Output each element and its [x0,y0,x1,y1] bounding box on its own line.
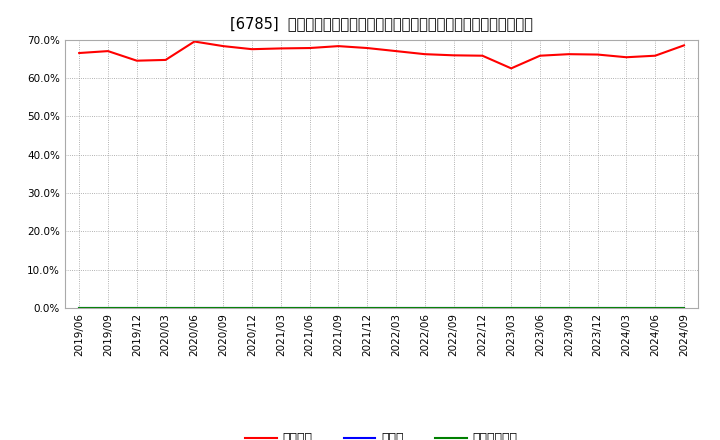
Legend: 自己資本, のれん, 繰延税金資産: 自己資本, のれん, 繰延税金資産 [240,427,523,440]
繰延税金資産 [392,305,400,311]
のれん [334,305,343,311]
繰延税金資産 [248,305,256,311]
繰延税金資産 [363,305,372,311]
自己資本 [622,55,631,60]
のれん [507,305,516,311]
のれん [622,305,631,311]
自己資本 [248,47,256,52]
のれん [190,305,199,311]
繰延税金資産 [478,305,487,311]
のれん [564,305,573,311]
自己資本 [651,53,660,59]
繰延税金資産 [219,305,228,311]
自己資本 [305,45,314,51]
自己資本 [536,53,544,59]
のれん [104,305,112,311]
のれん [680,305,688,311]
自己資本 [334,44,343,49]
のれん [305,305,314,311]
のれん [276,305,285,311]
のれん [75,305,84,311]
繰延税金資産 [420,305,429,311]
のれん [651,305,660,311]
繰延税金資産 [680,305,688,311]
繰延税金資産 [276,305,285,311]
のれん [392,305,400,311]
繰延税金資産 [651,305,660,311]
自己資本 [132,58,141,63]
繰延税金資産 [564,305,573,311]
繰延税金資産 [132,305,141,311]
Line: 自己資本: 自己資本 [79,41,684,68]
繰延税金資産 [75,305,84,311]
のれん [161,305,170,311]
自己資本 [363,45,372,51]
Title: [6785]  自己資本、のれん、繰延税金資産の総資産に対する比率の推移: [6785] 自己資本、のれん、繰延税金資産の総資産に対する比率の推移 [230,16,533,32]
自己資本 [593,52,602,57]
自己資本 [276,46,285,51]
自己資本 [219,44,228,49]
のれん [536,305,544,311]
自己資本 [392,48,400,54]
自己資本 [449,53,458,58]
のれん [593,305,602,311]
のれん [449,305,458,311]
繰延税金資産 [104,305,112,311]
自己資本 [104,48,112,54]
自己資本 [420,51,429,57]
繰延税金資産 [507,305,516,311]
のれん [478,305,487,311]
自己資本 [507,66,516,71]
繰延税金資産 [593,305,602,311]
繰延税金資産 [449,305,458,311]
自己資本 [190,39,199,44]
繰延税金資産 [190,305,199,311]
自己資本 [161,57,170,62]
自己資本 [75,50,84,55]
のれん [219,305,228,311]
自己資本 [478,53,487,59]
繰延税金資産 [305,305,314,311]
繰延税金資産 [334,305,343,311]
繰延税金資産 [622,305,631,311]
繰延税金資産 [161,305,170,311]
のれん [248,305,256,311]
のれん [420,305,429,311]
自己資本 [564,51,573,57]
繰延税金資産 [536,305,544,311]
自己資本 [680,43,688,48]
のれん [132,305,141,311]
のれん [363,305,372,311]
